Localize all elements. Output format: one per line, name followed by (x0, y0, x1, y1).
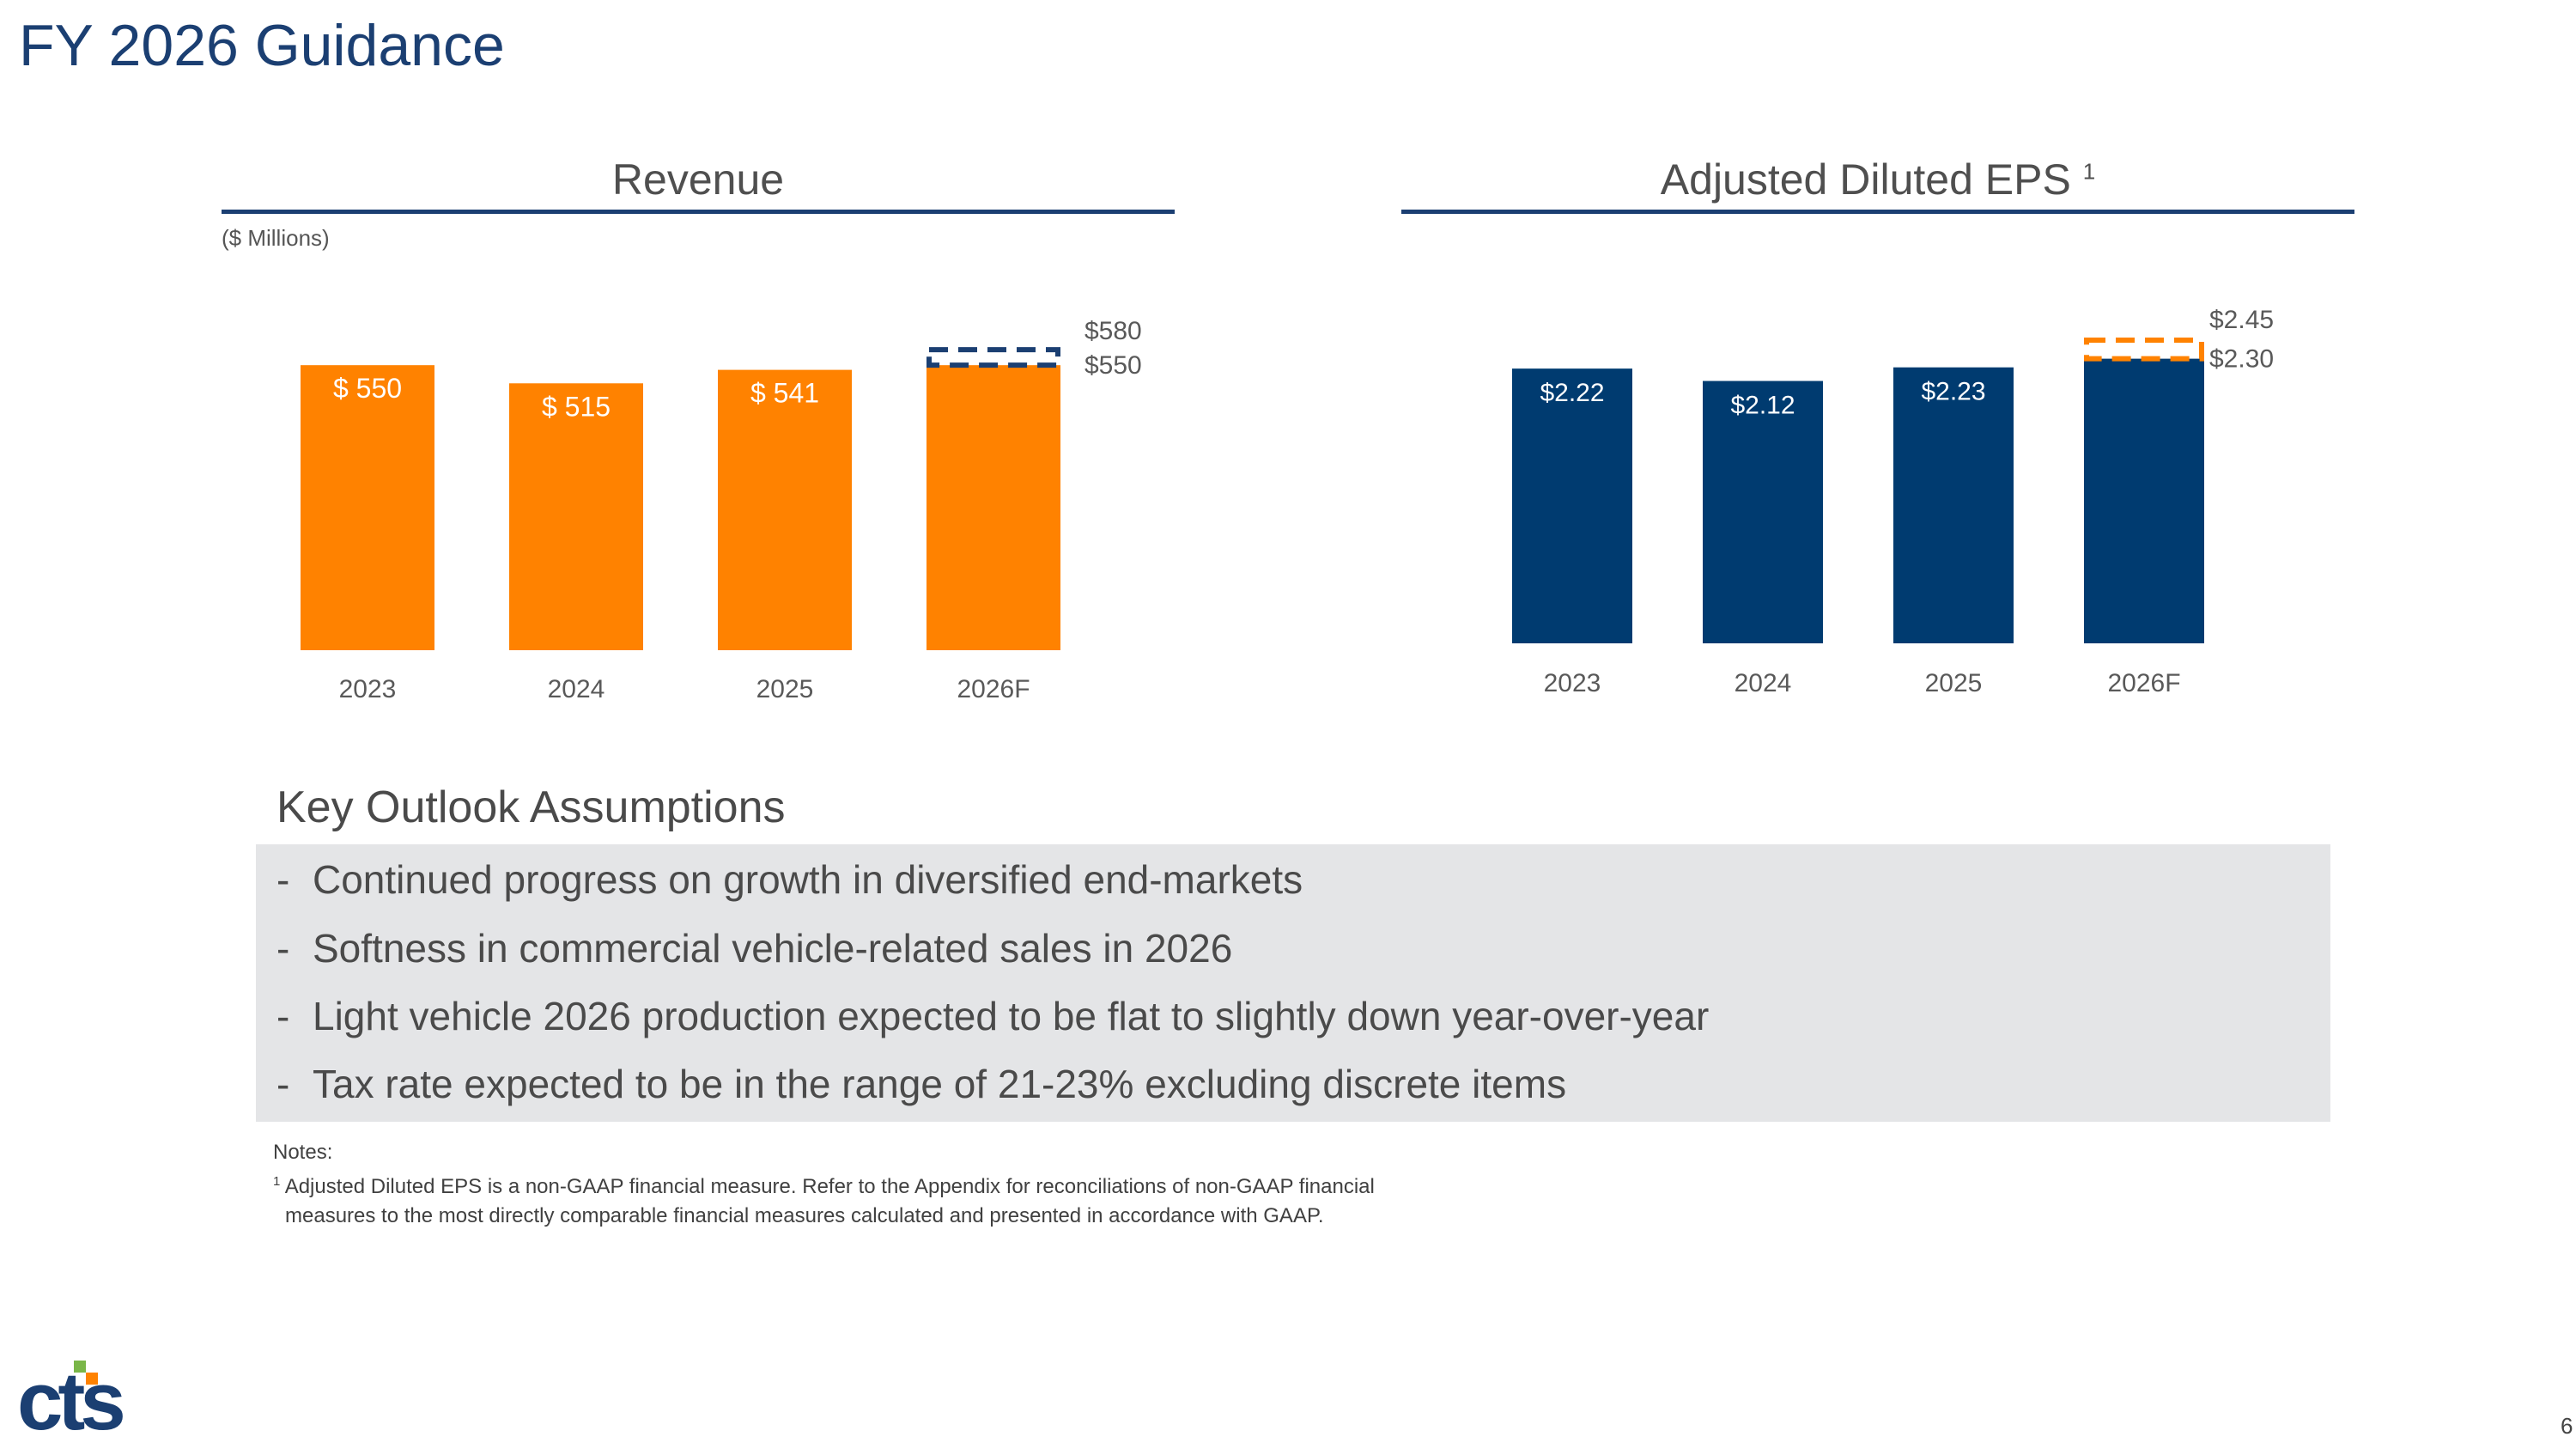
eps-tick-label: 2025 (1925, 669, 1983, 697)
logo-text: cts (17, 1359, 123, 1436)
footnote-number: 1 (273, 1174, 281, 1189)
eps-bar-2023 (1512, 368, 1632, 643)
cts-logo: cts (17, 1359, 128, 1436)
outlook-item: - Light vehicle 2026 production expected … (276, 993, 1709, 1039)
revenue-data-label: $ 515 (542, 391, 611, 422)
revenue-tick-label: 2026F (957, 675, 1030, 703)
eps-title-footnote-marker: 1 (2082, 158, 2096, 185)
revenue-title-rule (222, 210, 1175, 214)
outlook-heading: Key Outlook Assumptions (276, 782, 786, 832)
bullet-dash: - (276, 926, 290, 971)
revenue-data-label: $ 550 (333, 373, 402, 404)
eps-range-low-label: $2.30 (2209, 345, 2274, 374)
eps-tick-label: 2024 (1735, 669, 1792, 697)
footnote-line-1: 1 Adjusted Diluted EPS is a non-GAAP fin… (273, 1167, 1375, 1202)
notes-label: Notes: (273, 1141, 333, 1164)
notes: Notes: 1 Adjusted Diluted EPS is a non-G… (273, 1138, 1375, 1231)
eps-data-label: $2.22 (1540, 379, 1604, 407)
revenue-bar-2024 (509, 383, 643, 650)
bullet-dash: - (276, 1062, 290, 1106)
eps-guidance-range-box (2084, 338, 2204, 362)
revenue-range-low-label: $550 (1084, 351, 1142, 380)
eps-data-label: $2.23 (1921, 378, 1985, 406)
revenue-bar-2023 (301, 365, 434, 650)
revenue-bar-2025 (718, 369, 852, 650)
outlook-item-text: Tax rate expected to be in the range of … (313, 1062, 1567, 1106)
eps-tick-label: 2023 (1544, 669, 1601, 697)
eps-tick-label: 2026F (2107, 669, 2180, 697)
eps-title-text: Adjusted Diluted EPS (1660, 155, 2071, 204)
revenue-chart-title: Revenue (611, 155, 785, 204)
revenue-tick-label: 2023 (339, 675, 397, 703)
revenue-units-label: ($ Millions) (222, 225, 330, 251)
outlook-item: - Tax rate expected to be in the range of… (276, 1061, 1566, 1107)
logo-orange-square (86, 1373, 98, 1385)
outlook-item-text: Continued progress on growth in diversif… (313, 857, 1303, 902)
logo-green-square (74, 1361, 86, 1373)
eps-chart-title: Adjusted Diluted EPS 1 (1401, 155, 2354, 204)
footnote-text-1: Adjusted Diluted EPS is a non-GAAP finan… (284, 1175, 1375, 1198)
outlook-box: - Continued progress on growth in diversi… (256, 844, 2330, 1122)
eps-bar-2026F (2084, 358, 2204, 643)
page-title: FY 2026 Guidance (19, 13, 505, 78)
outlook-item: - Softness in commercial vehicle-related … (276, 925, 1232, 971)
bullet-dash: - (276, 857, 290, 902)
outlook-item: - Continued progress on growth in diversi… (276, 856, 1303, 903)
eps-data-label: $2.12 (1730, 392, 1795, 420)
eps-bar-2024 (1703, 381, 1823, 643)
page-number: 6 (2561, 1413, 2573, 1439)
revenue-guidance-range-box (927, 347, 1060, 368)
eps-range-high-label: $2.45 (2209, 306, 2274, 334)
revenue-tick-label: 2024 (548, 675, 605, 703)
revenue-range-high-label: $580 (1084, 317, 1142, 345)
revenue-bar-2026F (927, 365, 1060, 650)
eps-title-rule (1401, 210, 2354, 214)
footnote-line-2: measures to the most directly comparable… (285, 1204, 1324, 1227)
revenue-tick-label: 2025 (756, 675, 814, 703)
revenue-data-label: $ 541 (750, 378, 819, 409)
eps-bar-2025 (1893, 367, 2014, 643)
bullet-dash: - (276, 994, 290, 1038)
outlook-item-text: Softness in commercial vehicle-related s… (313, 926, 1233, 971)
outlook-item-text: Light vehicle 2026 production expected t… (313, 994, 1710, 1038)
